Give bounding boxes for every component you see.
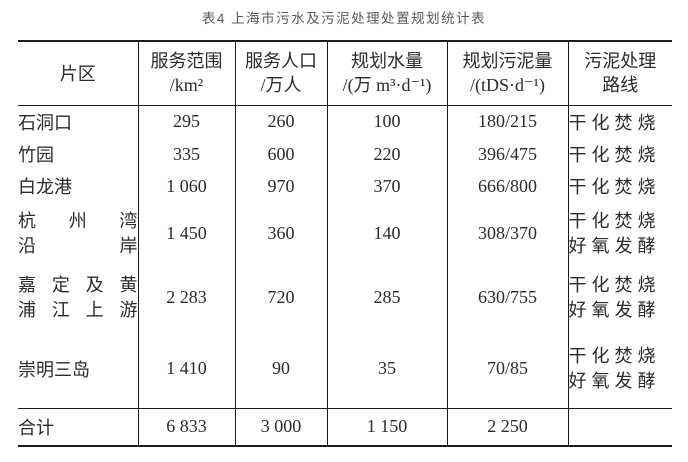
- cell-water: 220: [326, 138, 447, 170]
- cell-population: 720: [234, 265, 327, 330]
- table-row: 白龙港 1 060 970 370 666/800 干化焚烧: [18, 170, 672, 202]
- col-header-area: 服务范围/km²: [137, 41, 235, 106]
- cell-sludge: 396/475: [446, 138, 568, 170]
- cell-area: 1 450: [137, 202, 235, 265]
- cell-sludge: 180/215: [446, 105, 568, 138]
- col-header-population: 服务人口/万人: [234, 41, 327, 106]
- cell-area: 1 410: [137, 330, 235, 408]
- cell-sludge: 666/800: [446, 170, 568, 202]
- cell-district: 杭 州 湾沿岸: [18, 211, 138, 256]
- table-row: 杭 州 湾沿岸 1 450 360 140 308/370 干化焚烧 好氧发酵: [18, 202, 672, 265]
- table-row: 石洞口 295 260 100 180/215 干化焚烧: [18, 105, 672, 138]
- cell-district: 崇明三岛: [18, 359, 90, 380]
- col-header-sludge: 规划污泥量/(tDS·d⁻¹): [446, 41, 568, 106]
- cell-route: 干化焚烧 好氧发酵: [567, 265, 672, 330]
- cell-population: 600: [234, 138, 327, 170]
- cell-route: 干化焚烧 好氧发酵: [567, 202, 672, 265]
- col-header-route: 污泥处理 路线: [567, 41, 672, 106]
- cell-total-population: 3 000: [234, 407, 327, 446]
- cell-route: 干化焚烧: [567, 138, 672, 170]
- cell-water: 35: [326, 330, 447, 408]
- table-row: 竹园 335 600 220 396/475 干化焚烧: [18, 138, 672, 170]
- cell-district: 石洞口: [18, 112, 72, 133]
- col-header-district: 片区: [18, 41, 138, 106]
- cell-total-water: 1 150: [326, 407, 447, 446]
- cell-population: 360: [234, 202, 327, 265]
- cell-water: 285: [326, 265, 447, 330]
- cell-sludge: 308/370: [446, 202, 568, 265]
- cell-district: 竹园: [18, 145, 54, 165]
- cell-water: 100: [326, 105, 447, 138]
- cell-total-area: 6 833: [137, 407, 235, 446]
- cell-total-label: 合计: [18, 407, 138, 446]
- planning-statistics-table: 片区 服务范围/km² 服务人口/万人 规划水量/(万 m³·d⁻¹) 规划污泥…: [18, 40, 672, 447]
- cell-population: 970: [234, 170, 327, 202]
- col-header-water: 规划水量/(万 m³·d⁻¹): [326, 41, 447, 106]
- cell-sludge: 630/755: [446, 265, 568, 330]
- cell-area: 335: [137, 138, 235, 170]
- cell-route: 干化焚烧: [567, 170, 672, 202]
- cell-population: 260: [234, 105, 327, 138]
- cell-area: 295: [137, 105, 235, 138]
- cell-water: 370: [326, 170, 447, 202]
- table-row: 嘉 定 及 黄浦江上游 2 283 720 285 630/755 干化焚烧 好氧…: [18, 265, 672, 330]
- cell-route: 干化焚烧 好氧发酵: [567, 330, 672, 408]
- cell-area: 2 283: [137, 265, 235, 330]
- cell-total-route: [567, 407, 672, 446]
- table-caption: 表4 上海市污水及污泥处理处置规划统计表: [201, 11, 487, 26]
- cell-population: 90: [234, 330, 327, 408]
- cell-sludge: 70/85: [446, 330, 568, 408]
- cell-water: 140: [326, 202, 447, 265]
- cell-total-sludge: 2 250: [446, 407, 568, 446]
- cell-route: 干化焚烧: [567, 105, 672, 138]
- total-row: 合计 6 833 3 000 1 150 2 250: [18, 407, 672, 446]
- cell-area: 1 060: [137, 170, 235, 202]
- cell-district: 白龙港: [18, 177, 72, 197]
- header-row: 片区 服务范围/km² 服务人口/万人 规划水量/(万 m³·d⁻¹) 规划污泥…: [18, 41, 672, 106]
- cell-district: 嘉 定 及 黄浦江上游: [18, 275, 138, 320]
- table-row: 崇明三岛 1 410 90 35 70/85 干化焚烧 好氧发酵: [18, 330, 672, 408]
